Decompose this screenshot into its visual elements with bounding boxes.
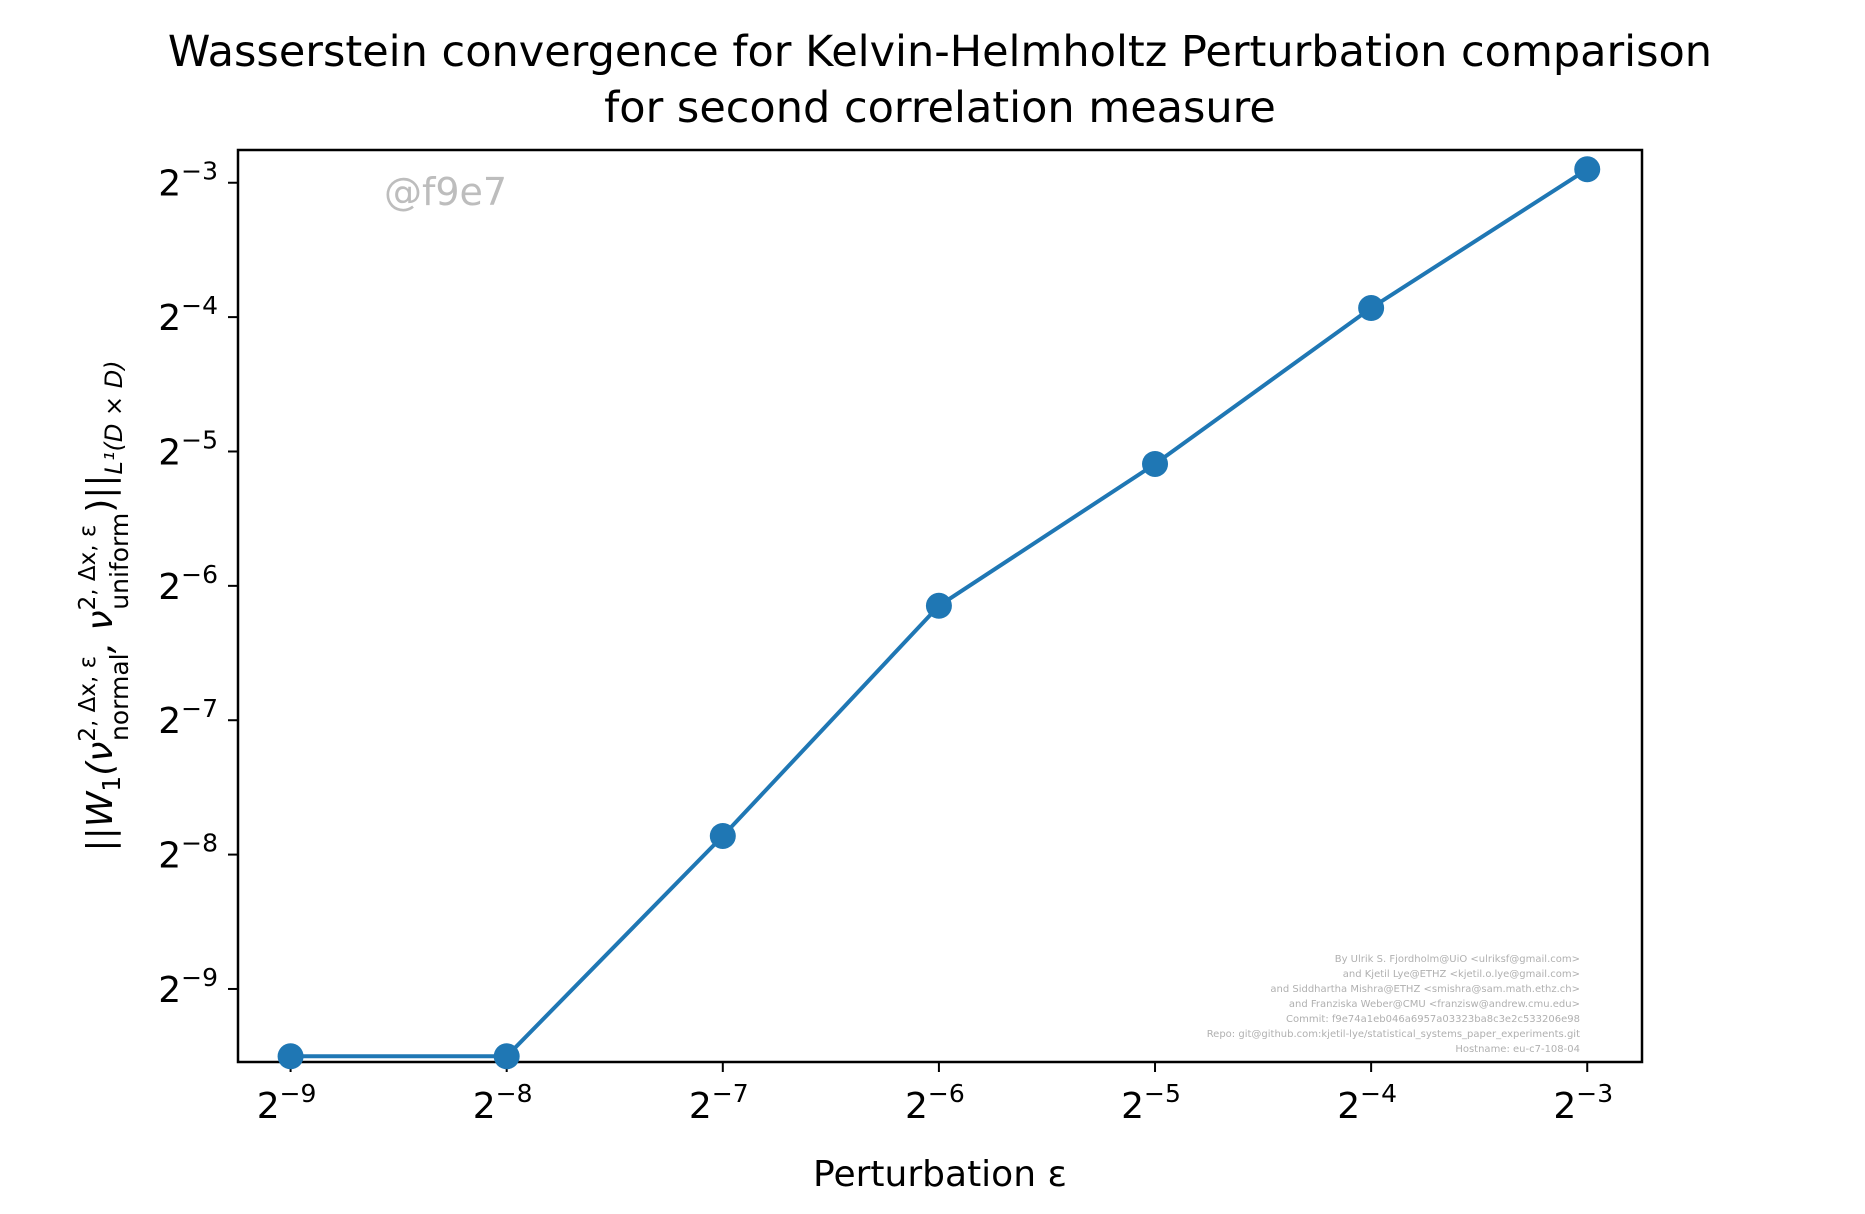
data-point bbox=[277, 1043, 304, 1070]
chart-title-line-2: for second correlation measure bbox=[604, 83, 1276, 133]
data-point bbox=[1142, 450, 1169, 477]
x-tick-label: 2−3 bbox=[1553, 1079, 1613, 1127]
credits-line: Commit: f9e74a1eb046a6957a03323ba8c3e2c5… bbox=[1286, 1014, 1580, 1025]
y-axis-label: ||W1(ν2, Δx, ε normal, ν2, Δx, ε uniform)|… bbox=[75, 360, 134, 851]
credits-line: and Franziska Weber@CMU <franzisw@andrew… bbox=[1289, 999, 1580, 1010]
credits-line: and Siddhartha Mishra@ETHZ <smishra@sam.… bbox=[1270, 984, 1580, 995]
y-label-open: (ν bbox=[80, 742, 121, 776]
credits-line: Repo: git@github.com:kjetil-lye/statisti… bbox=[1207, 1029, 1580, 1040]
series-layer bbox=[277, 156, 1601, 1070]
y-label-norm-sub: L¹(D × D) bbox=[100, 360, 128, 474]
data-point bbox=[1574, 156, 1601, 183]
chart-title-line-1: Wasserstein convergence for Kelvin-Helmh… bbox=[168, 27, 1712, 77]
y-label-comma: , ν bbox=[80, 610, 121, 653]
y-tick-label: 2−9 bbox=[158, 963, 218, 1011]
y-tick-label: 2−3 bbox=[158, 157, 218, 205]
y-tick-label: 2−6 bbox=[158, 560, 218, 608]
data-point bbox=[1358, 295, 1385, 322]
x-tick-label: 2−6 bbox=[905, 1079, 965, 1127]
x-tick-label: 2−4 bbox=[1337, 1079, 1397, 1127]
y-label-w-sub: 1 bbox=[97, 776, 126, 792]
credits-block: By Ulrik S. Fjordholm@UiO <ulriksf@gmail… bbox=[1207, 954, 1580, 1055]
y-label-sup1: 2, Δx, ε bbox=[75, 656, 101, 742]
x-axis-ticks: 2−9 2−8 2−7 2−6 2−5 2−4 2−3 bbox=[257, 1062, 1613, 1127]
chart-title: Wasserstein convergence for Kelvin-Helmh… bbox=[168, 27, 1712, 133]
y-label-sub1: normal bbox=[105, 653, 134, 741]
x-tick-label: 2−9 bbox=[257, 1079, 317, 1127]
x-axis-label: Perturbation ε bbox=[813, 1154, 1067, 1195]
y-label-prefix: ||W bbox=[80, 790, 121, 851]
y-tick-label: 2−5 bbox=[158, 425, 218, 473]
data-point bbox=[925, 592, 952, 619]
y-label-sup2: 2, Δx, ε bbox=[75, 525, 101, 611]
credits-line: By Ulrik S. Fjordholm@UiO <ulriksf@gmail… bbox=[1335, 954, 1580, 965]
y-tick-label: 2−8 bbox=[158, 829, 218, 877]
watermark: @f9e7 bbox=[384, 170, 507, 214]
x-tick-label: 2−7 bbox=[689, 1079, 749, 1127]
y-label-close: )|| bbox=[80, 474, 121, 512]
x-tick-label: 2−5 bbox=[1121, 1079, 1181, 1127]
x-tick-label: 2−8 bbox=[473, 1079, 533, 1127]
y-tick-label: 2−4 bbox=[158, 291, 218, 339]
y-label-sub2: uniform bbox=[105, 513, 134, 610]
y-axis-ticks: 2−9 2−8 2−7 2−6 2−5 2−4 2−3 bbox=[158, 157, 238, 1011]
y-tick-label: 2−7 bbox=[158, 694, 218, 742]
plot-area-frame bbox=[236, 148, 1644, 1064]
credits-line: Hostname: eu-c7-108-04 bbox=[1455, 1044, 1580, 1055]
data-point bbox=[493, 1043, 520, 1070]
credits-line: and Kjetil Lye@ETHZ <kjetil.o.lye@gmail.… bbox=[1343, 969, 1580, 980]
data-point bbox=[709, 822, 736, 849]
